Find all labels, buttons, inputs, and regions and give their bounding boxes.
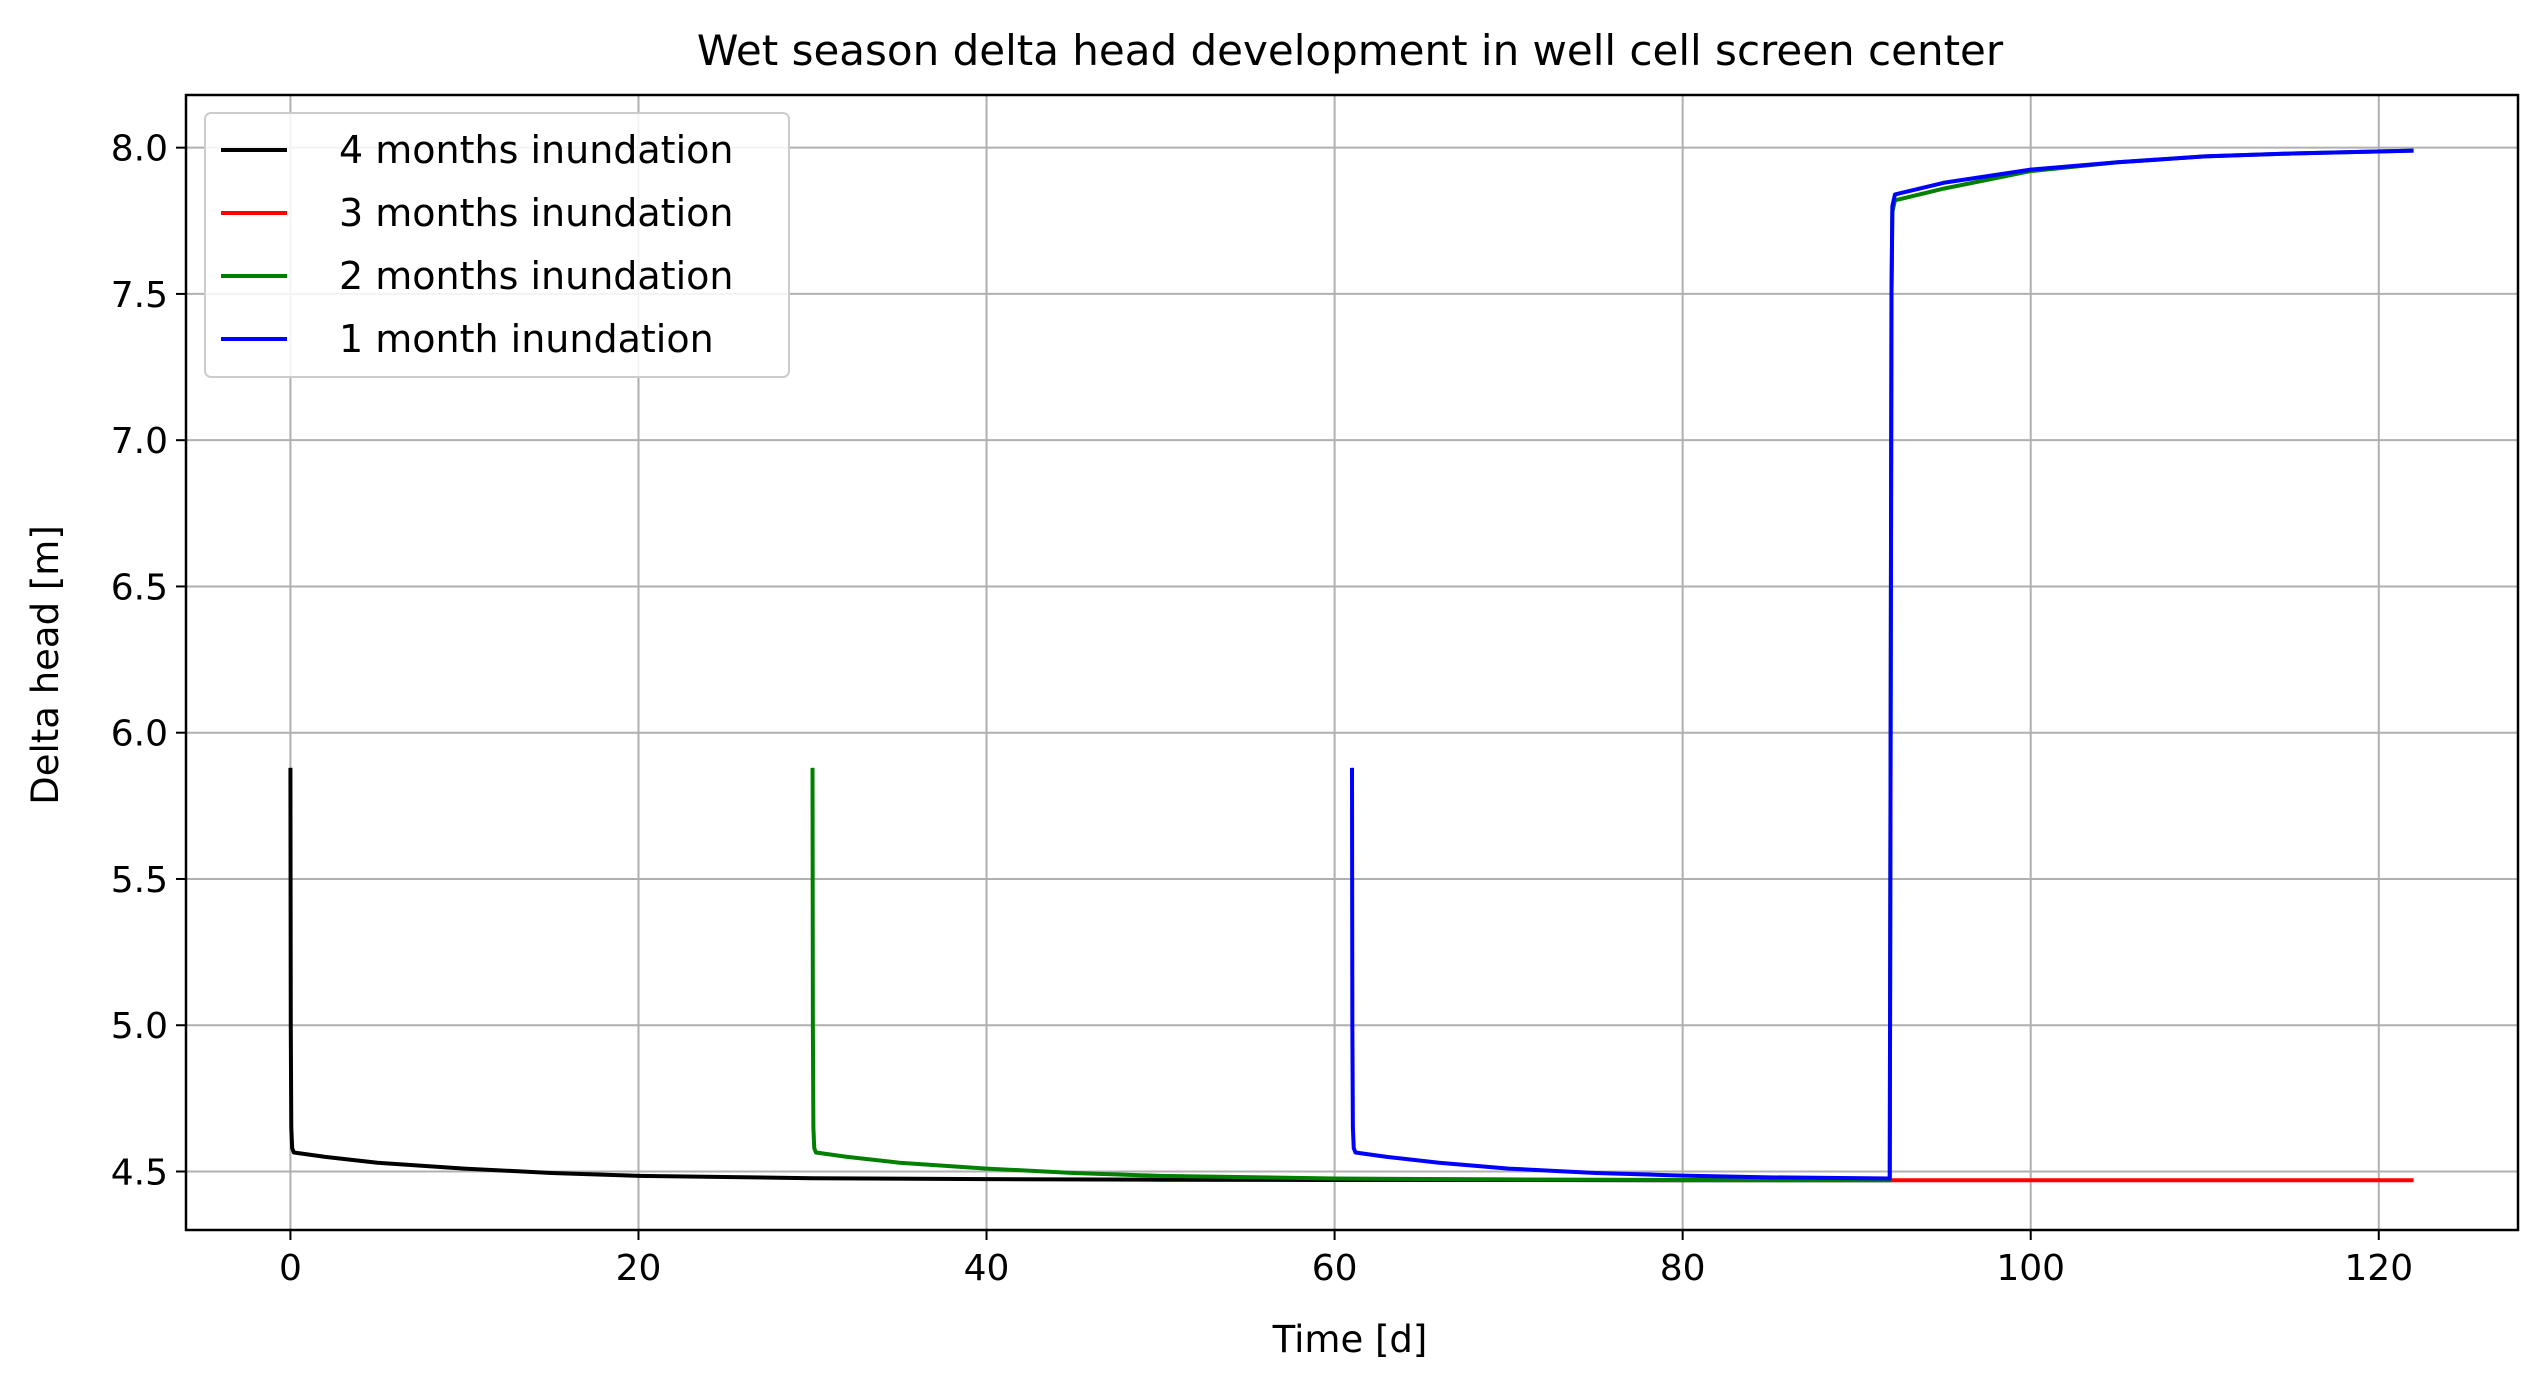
y-tick-label: 7.5 bbox=[111, 275, 168, 316]
x-tick-label: 20 bbox=[616, 1248, 662, 1289]
chart-title: Wet season delta head development in wel… bbox=[697, 26, 2004, 75]
y-tick-label: 6.0 bbox=[111, 714, 168, 755]
y-tick-label: 5.0 bbox=[111, 1006, 168, 1047]
series-layer bbox=[288, 148, 2414, 1183]
y-tick-label: 5.5 bbox=[111, 860, 168, 901]
axis-ticks: 0 20 40 60 80 100 120 4.5 5.0 5.5 6.0 6.5 7.0 7.5 8.0 bbox=[111, 129, 2413, 1289]
legend-label: 1 month inundation bbox=[339, 317, 714, 361]
y-tick-label: 6.5 bbox=[111, 567, 168, 608]
legend-label: 4 months inundation bbox=[339, 128, 733, 172]
x-tick-label: 100 bbox=[1996, 1248, 2065, 1289]
plot-frame bbox=[184, 93, 2520, 1232]
y-tick-label: 4.5 bbox=[111, 1152, 168, 1193]
x-tick-label: 40 bbox=[964, 1248, 1010, 1289]
legend-box bbox=[204, 112, 790, 378]
series-line-4 bbox=[1350, 148, 2414, 1181]
legend-label: 2 months inundation bbox=[339, 254, 733, 298]
x-axis-label: Time [d] bbox=[1272, 1318, 1428, 1361]
legend: 4 months inundation 3 months inundation 2 … bbox=[204, 112, 790, 378]
y-tick-label: 7.0 bbox=[111, 421, 168, 462]
x-tick-label: 120 bbox=[2344, 1248, 2413, 1289]
y-axis-label: Delta head [m] bbox=[24, 525, 67, 805]
x-tick-label: 80 bbox=[1660, 1248, 1706, 1289]
x-tick-label: 60 bbox=[1312, 1248, 1358, 1289]
x-tick-label: 0 bbox=[279, 1248, 302, 1289]
legend-label: 3 months inundation bbox=[339, 191, 733, 235]
y-tick-label: 8.0 bbox=[111, 129, 168, 170]
